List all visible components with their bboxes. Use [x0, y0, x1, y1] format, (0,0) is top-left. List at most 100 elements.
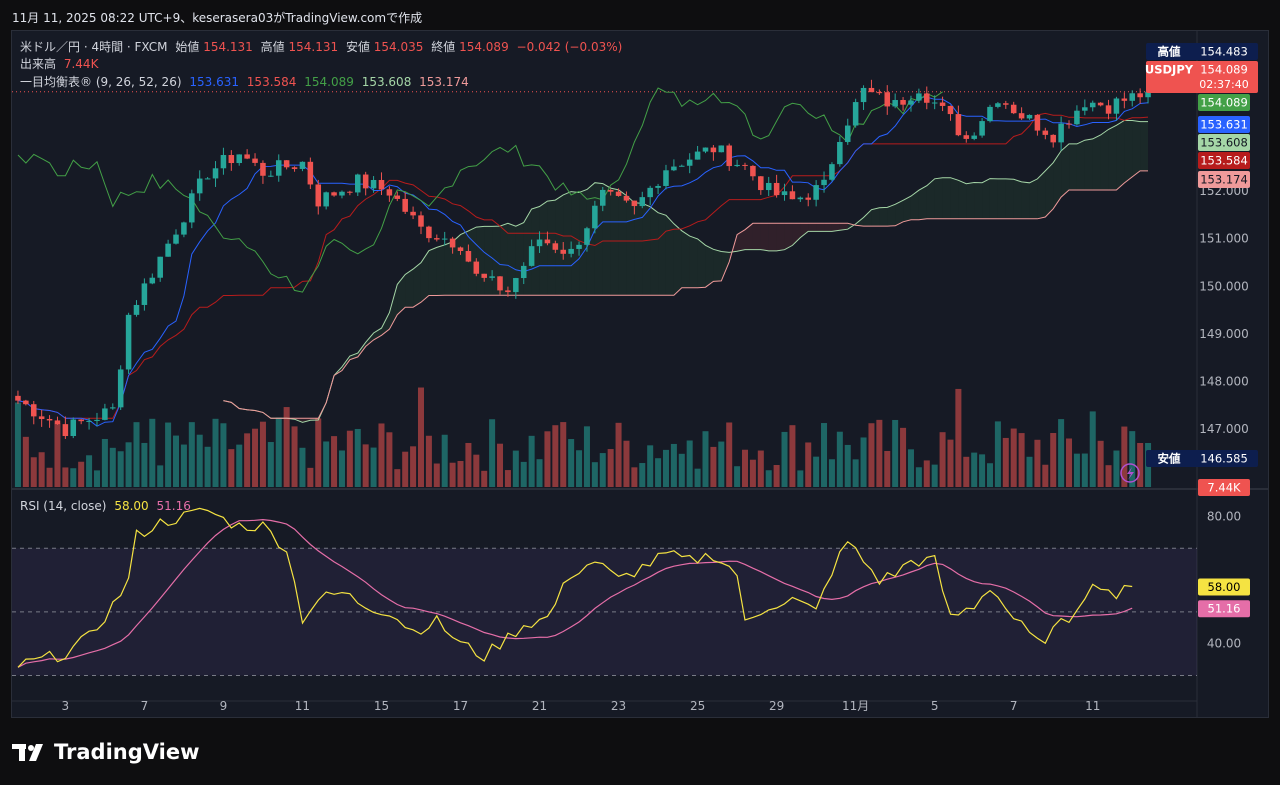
time-axis-tick-label: 11 [295, 699, 310, 713]
volume-bar [749, 459, 756, 487]
candle-body [331, 192, 337, 196]
volume-bar [410, 446, 417, 487]
cloud-segment [602, 183, 611, 296]
candle-body [655, 185, 661, 188]
candle-body [236, 154, 242, 164]
candle-body [252, 158, 258, 163]
candle-body [291, 167, 298, 169]
candle-body [1145, 91, 1151, 98]
candle-body [339, 191, 345, 196]
chikou-line [17, 87, 943, 293]
volume-bar [157, 465, 164, 487]
candle-body [275, 160, 282, 176]
candle-body [196, 178, 203, 194]
price-tag-value: 153.608 [1200, 136, 1248, 150]
open-label: 始値 [175, 39, 199, 54]
candle-body [568, 248, 574, 254]
time-axis-tick-label: 25 [690, 699, 705, 713]
volume-bar [655, 458, 662, 487]
volume-bar [125, 442, 132, 487]
cloud-segment [1100, 129, 1109, 191]
cloud-segment [966, 182, 975, 219]
volume-bar [892, 419, 899, 487]
price-tag-value: 154.089 [1200, 63, 1248, 77]
chart-canvas[interactable]: 152.000151.000150.000149.000148.000147.0… [12, 31, 1268, 717]
candle-body [734, 164, 740, 167]
candle-body [1010, 104, 1017, 114]
candle-body [283, 160, 290, 168]
snapshot-header: 11月 11, 2025 08:22 UTC+9、keserasera03がTr… [12, 11, 423, 25]
candle-body [852, 102, 859, 126]
cloud-segment [357, 342, 366, 357]
candle-body [892, 100, 898, 107]
volume-bar [836, 431, 843, 487]
candle-body [1097, 102, 1104, 106]
volume-bar [465, 442, 472, 487]
cloud-segment [420, 250, 429, 303]
cloud-segment [658, 212, 666, 296]
volume-bar [828, 459, 835, 487]
candle-body [362, 174, 369, 189]
volume-bar [236, 444, 243, 487]
span-a-value: 153.608 [362, 75, 412, 89]
candle-body [765, 182, 772, 191]
volume-bar [173, 435, 180, 487]
volume-bar [599, 453, 606, 487]
candle-body [1066, 123, 1072, 125]
candle-body [1074, 110, 1080, 125]
cloud-segment [982, 178, 990, 219]
cloud-segment [895, 200, 904, 226]
candle-body [260, 162, 266, 176]
candle-body [204, 178, 211, 180]
chart-frame[interactable]: 152.000 151.000 150.000 149.000 148.000 147.0… [11, 30, 1269, 718]
candle-body [86, 420, 92, 422]
volume-bar [86, 455, 93, 487]
volume-bar [54, 423, 61, 487]
cloud-segment [934, 177, 943, 219]
volume-bar [844, 444, 851, 487]
volume-bar [425, 435, 432, 487]
candle-body [165, 243, 171, 257]
rsi-pane [12, 507, 1197, 677]
volume-bar [868, 423, 875, 487]
candle-body [647, 187, 653, 198]
candle-body [30, 404, 37, 417]
price-tag-bg [1198, 152, 1250, 169]
volume-bar [62, 467, 69, 487]
volume-bar [252, 428, 259, 487]
time-axis-tick-label: 21 [532, 699, 547, 713]
cloud-segment [776, 223, 785, 251]
candle-body [726, 145, 732, 167]
high-label: 高値 [261, 39, 285, 54]
price-axis-tick-label: 151.000 [1199, 232, 1249, 246]
candle-body [805, 197, 811, 200]
candle-body [307, 161, 314, 185]
volume-bar [512, 450, 519, 487]
cloud-segment [816, 223, 825, 232]
tenkan-value: 153.631 [189, 75, 239, 89]
volume-bar [647, 445, 654, 487]
volume-bars [14, 387, 1152, 487]
volume-bar [441, 434, 448, 487]
volume-bar [220, 423, 227, 487]
candle-body [141, 283, 148, 305]
cloud-segment [665, 215, 674, 296]
cloud-segment [1140, 121, 1149, 171]
cloud-segment [903, 196, 911, 222]
volume-bar [1010, 428, 1017, 487]
cloud-segment [942, 177, 951, 219]
candle-body [1121, 98, 1128, 101]
axes: 152.000151.000150.000149.000148.000147.0… [62, 184, 1249, 713]
volume-bar [900, 427, 907, 487]
candle-body [742, 164, 748, 166]
volume-bar [22, 436, 29, 487]
change-value: −0.042 (−0.03%) [517, 40, 623, 54]
volume-bar [963, 456, 970, 487]
cloud-segment [784, 223, 793, 250]
price-tag-bg [1198, 94, 1250, 111]
lightning-icon[interactable] [1120, 463, 1140, 483]
volume-bar [1018, 433, 1025, 487]
volume-bar [1129, 431, 1136, 487]
volume-bar [433, 463, 440, 487]
cloud-segment [1037, 170, 1046, 219]
